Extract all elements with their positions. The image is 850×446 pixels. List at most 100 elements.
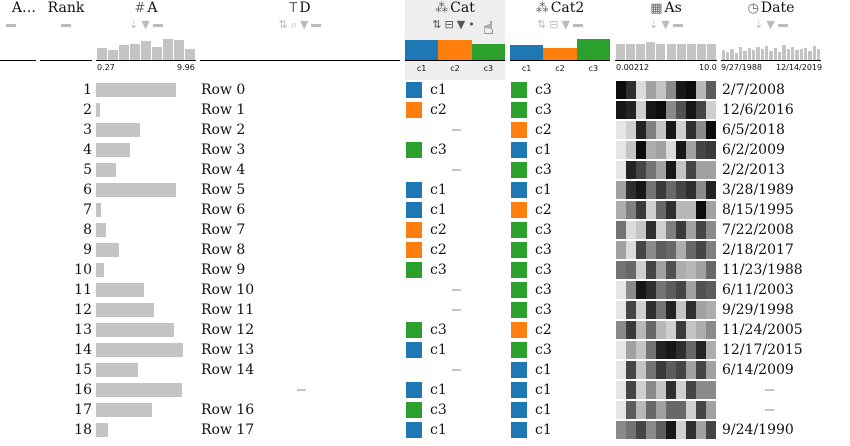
filter-icon[interactable]: ▼ (456, 18, 469, 31)
heatmap-cell (696, 101, 706, 119)
column-header-Cat2[interactable]: ⁂ Cat2 ⇅⊟▼ (510, 0, 610, 80)
column-more-menu[interactable]: • (468, 18, 478, 31)
cat-value: c3 (430, 402, 447, 418)
table-row[interactable]: 16 c1 c1 (0, 380, 850, 400)
column-title: ◷ Date (747, 0, 795, 16)
histogram-bar (808, 51, 812, 60)
date-value: 7/22/2008 (722, 222, 794, 238)
heatmap-cell (616, 421, 626, 439)
table-row[interactable]: 9 Row 8 c2 c3 2/18/2017 (0, 240, 850, 260)
heatmap-cell (656, 81, 666, 99)
hand-cursor-icon: ☝ (483, 18, 494, 39)
table-row[interactable]: 3 Row 2 c2 6/5/2018 (0, 120, 850, 140)
cat2-value: c3 (535, 302, 552, 318)
filter-icon[interactable]: ▼ (661, 18, 673, 31)
category-bar-c3[interactable] (471, 43, 505, 60)
table-row[interactable]: 13 Row 12 c3 c2 11/24/2005 (0, 320, 850, 340)
table-row[interactable]: 2 Row 1 c2 c3 12/6/2016 (0, 100, 850, 120)
column-header-rank[interactable]: Rank (40, 0, 92, 80)
heatmap-cell (646, 161, 656, 179)
group-icon[interactable]: ⊟ (549, 18, 562, 31)
axis-max-A: 9.96 (177, 63, 195, 72)
table-row[interactable]: 10 Row 9 c3 c3 11/23/1988 (0, 260, 850, 280)
filter-icon[interactable]: ▼ (766, 18, 778, 31)
table-row[interactable]: 4 Row 3 c3 c1 6/2/2009 (0, 140, 850, 160)
d-value: Row 6 (201, 202, 246, 218)
filter-icon[interactable]: ▼ (299, 18, 312, 31)
heatmap-cell (676, 101, 686, 119)
category-bar-c1[interactable] (510, 44, 544, 60)
heatmap-cell (626, 181, 636, 199)
column-more-menu[interactable] (40, 18, 92, 31)
table-row[interactable]: 1 Row 0 c1 c3 2/7/2008 (0, 80, 850, 100)
heatmap-cell (686, 281, 696, 299)
column-title: # A (134, 0, 158, 16)
column-header-a[interactable]: A… (0, 0, 36, 80)
column-header-As[interactable]: ▦ As ⇣▼ (615, 0, 717, 80)
sort-numeric-icon[interactable]: ⇣ (649, 18, 662, 31)
heatmap-cell (696, 281, 706, 299)
sort-alpha-icon[interactable]: ⇅ (537, 18, 550, 31)
column-more-menu[interactable] (152, 23, 163, 27)
cat2-value: c1 (535, 422, 552, 438)
heatmap-cell (676, 341, 686, 359)
category-distribution-Cat[interactable] (405, 38, 505, 60)
table-row[interactable]: 17 Row 16 c3 c1 (0, 400, 850, 420)
column-header-Cat[interactable]: ⁂ Cat ⇅⊟▼• (405, 0, 505, 80)
sort-numeric-icon[interactable]: ⇣ (754, 18, 767, 31)
heatmap-cell (646, 341, 656, 359)
rank-value: 15 (74, 362, 92, 378)
category-distribution-Cat2[interactable] (510, 38, 610, 60)
as-heatmap (616, 261, 716, 279)
heatmap-cell (686, 341, 696, 359)
filter-icon[interactable]: ▼ (561, 18, 573, 31)
heatmap-cell (706, 341, 716, 359)
category-bar-c2[interactable] (438, 40, 472, 60)
table-row[interactable]: 8 Row 7 c2 c3 7/22/2008 (0, 220, 850, 240)
table-row[interactable]: 18 Row 17 c1 c1 9/24/1990 (0, 420, 850, 440)
heatmap-cell (616, 241, 626, 259)
table-row[interactable]: 14 Row 13 c1 c3 12/17/2015 (0, 340, 850, 360)
column-more-menu[interactable] (6, 18, 36, 31)
table-row[interactable]: 11 Row 10 c3 6/11/2003 (0, 280, 850, 300)
histogram-Date[interactable] (721, 38, 821, 60)
group-icon[interactable]: ⊟ (444, 18, 457, 31)
heatmap-cell (636, 301, 646, 319)
sort-alpha-icon[interactable]: ⇅ (432, 18, 445, 31)
heatmap-cell (626, 261, 636, 279)
column-header-A[interactable]: # A ⇣▼ (96, 0, 196, 80)
cat-value: c2 (430, 102, 447, 118)
table-row[interactable]: 7 Row 6 c1 c2 8/15/1995 (0, 200, 850, 220)
histogram-As[interactable] (615, 38, 717, 60)
heatmap-cell (616, 221, 626, 239)
sort-alpha-icon[interactable]: ⇅ (278, 18, 291, 31)
category-label: c3 (483, 64, 494, 73)
table-row[interactable]: 15 Row 14 c1 6/14/2009 (0, 360, 850, 380)
column-more-menu[interactable] (777, 23, 788, 27)
heatmap-cell (616, 201, 626, 219)
cat-value: c1 (430, 342, 447, 358)
cat2-swatch (511, 362, 527, 378)
category-bar-c3[interactable] (576, 39, 610, 60)
histogram-A[interactable] (96, 38, 196, 60)
category-bar-c2[interactable] (543, 47, 577, 60)
column-more-menu[interactable] (572, 23, 583, 27)
column-header-Date[interactable]: ◷ Date ⇣▼ (721, 0, 821, 80)
filter-icon[interactable]: ▼ (141, 18, 153, 31)
heatmap-cell (616, 301, 626, 319)
table-row[interactable]: 5 Row 4 c3 2/2/2013 (0, 160, 850, 180)
as-heatmap (616, 381, 716, 399)
table-row[interactable]: 6 Row 5 c1 c1 3/28/1989 (0, 180, 850, 200)
cat-swatch (406, 102, 422, 118)
category-bar-c1[interactable] (405, 40, 439, 60)
rank-value: 14 (74, 342, 92, 358)
cat2-swatch (511, 142, 527, 158)
search-icon[interactable]: ⌕ (290, 18, 300, 31)
sort-numeric-icon[interactable]: ⇣ (129, 18, 142, 31)
column-more-menu[interactable] (311, 23, 322, 27)
heatmap-cell (636, 281, 646, 299)
column-more-menu[interactable] (672, 23, 683, 27)
table-row[interactable]: 12 Row 11 c3 9/29/1998 (0, 300, 850, 320)
d-value: Row 12 (201, 322, 255, 338)
